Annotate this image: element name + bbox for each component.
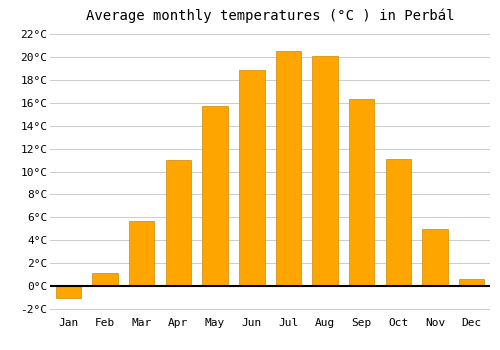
Bar <box>349 99 374 286</box>
Bar <box>92 273 118 286</box>
Bar <box>276 51 301 286</box>
Bar <box>312 56 338 286</box>
Bar <box>239 70 264 286</box>
Title: Average monthly temperatures (°C ) in Perbál: Average monthly temperatures (°C ) in Pe… <box>86 8 454 23</box>
Bar <box>56 286 81 298</box>
Bar <box>202 106 228 286</box>
Bar <box>166 160 191 286</box>
Bar <box>422 229 448 286</box>
Bar <box>129 221 154 286</box>
Bar <box>386 159 411 286</box>
Bar <box>459 279 484 286</box>
